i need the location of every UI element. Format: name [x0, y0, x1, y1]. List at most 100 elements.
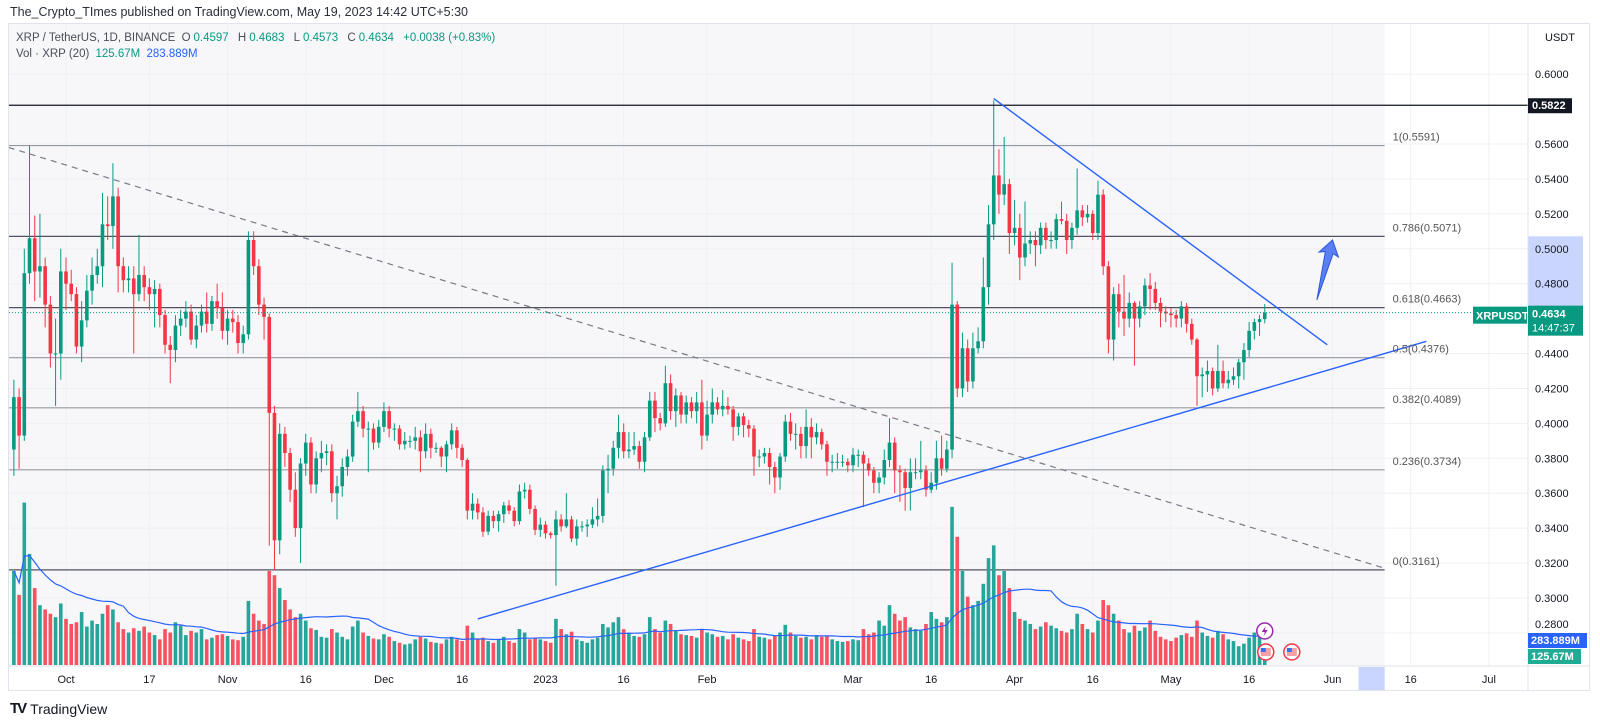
candle-body: [1132, 302, 1137, 319]
volume-bar: [147, 632, 152, 665]
price-axis-tick[interactable]: 0.4400: [1535, 349, 1569, 361]
volume-bar: [142, 626, 146, 665]
price-axis-tick[interactable]: 0.5600: [1535, 139, 1569, 151]
candle-body: [79, 320, 84, 347]
volume-bar: [674, 630, 678, 665]
volume-bar: [939, 622, 944, 665]
candle-body: [595, 515, 600, 520]
time-axis-tick[interactable]: Dec: [374, 674, 394, 686]
candle-body: [408, 440, 412, 442]
high-value: 0.4683: [249, 32, 285, 44]
price-axis-tick[interactable]: 0.3600: [1535, 488, 1569, 500]
price-axis-tick[interactable]: 0.4000: [1535, 418, 1569, 430]
up-arrow-icon[interactable]: [1307, 238, 1342, 303]
close-label: C: [347, 32, 356, 44]
volume-bar: [137, 630, 141, 665]
volume-bar: [340, 636, 345, 665]
time-axis-tick[interactable]: Feb: [698, 674, 717, 686]
candle-body: [1117, 294, 1121, 312]
price-axis-tick[interactable]: 0.4800: [1535, 279, 1569, 291]
price-axis-tick[interactable]: 0.2800: [1535, 619, 1569, 631]
candle-body: [277, 433, 282, 541]
candle-body: [455, 430, 459, 448]
time-axis-tick[interactable]: 17: [143, 674, 155, 686]
candle-body: [340, 467, 345, 487]
price-axis-tick[interactable]: 0.3200: [1535, 558, 1569, 570]
candle-body: [762, 453, 767, 457]
candle-body: [627, 449, 631, 452]
price-axis-tick[interactable]: 0.3400: [1535, 523, 1569, 535]
change-value: +0.0038 (+0.83%): [403, 32, 496, 44]
volume-bar: [851, 639, 855, 665]
candle-body: [324, 451, 329, 454]
candle-body: [152, 288, 157, 295]
time-axis-tick[interactable]: 16: [925, 674, 937, 686]
price-axis-tick[interactable]: 0.4200: [1535, 383, 1569, 395]
time-axis-tick[interactable]: Apr: [1006, 674, 1023, 686]
trend-line[interactable]: [477, 340, 1427, 620]
candle-body: [705, 414, 709, 436]
volume-bar: [429, 641, 433, 665]
symbol-title[interactable]: XRP / TetherUS, 1D, BINANCE: [16, 32, 176, 44]
volume-bar: [491, 642, 496, 665]
time-axis-tick[interactable]: Nov: [218, 674, 238, 686]
candle-body: [241, 334, 246, 344]
time-axis-tick[interactable]: 16: [1087, 674, 1099, 686]
trend-line[interactable]: [993, 98, 1328, 346]
time-axis-tick[interactable]: 16: [300, 674, 312, 686]
volume-bar: [43, 609, 47, 665]
tradingview-brand[interactable]: TradingView: [30, 700, 108, 717]
candle-body: [1236, 362, 1241, 377]
time-axis-tick[interactable]: 16: [1243, 674, 1255, 686]
volume-bar: [1064, 632, 1069, 665]
candle-body: [53, 353, 58, 355]
volume-bar: [903, 617, 907, 665]
volume-bar: [1059, 630, 1064, 665]
time-axis-tick[interactable]: Mar: [844, 674, 863, 686]
volume-bar: [215, 635, 219, 665]
flag-canton: [1286, 648, 1292, 652]
volume-bar: [293, 617, 298, 665]
candle-body: [611, 447, 616, 469]
fib-level-label: 1(0.5591): [1393, 132, 1440, 144]
volume-bar: [387, 636, 391, 665]
volume-bar: [559, 629, 563, 665]
volume-bar: [887, 605, 892, 665]
volume-value: 125.67M: [95, 48, 141, 60]
price-axis-tick[interactable]: 0.3000: [1535, 593, 1569, 605]
price-axis-tick[interactable]: 0.5200: [1535, 209, 1569, 221]
candle-body: [22, 273, 27, 436]
price-axis-tick[interactable]: 0.6000: [1535, 69, 1569, 81]
candle-body: [918, 470, 923, 473]
candle-body: [1221, 370, 1225, 384]
time-axis-tick[interactable]: 16: [456, 674, 468, 686]
volume-bar: [700, 629, 704, 665]
dashed-trend-line[interactable]: [9, 146, 1385, 569]
time-axis-tick[interactable]: Oct: [57, 674, 74, 686]
volume-bar: [533, 638, 537, 665]
volume-bar: [543, 641, 548, 665]
candle-body: [1106, 266, 1111, 340]
time-axis-tick[interactable]: Jun: [1324, 674, 1342, 686]
volume-bar: [1242, 643, 1246, 665]
volume-title[interactable]: Vol · XRP (20): [16, 48, 90, 60]
candle-body: [1127, 302, 1132, 319]
price-axis-tick[interactable]: 0.3800: [1535, 453, 1569, 465]
volume-bar: [908, 627, 913, 665]
price-axis-tick[interactable]: 0.5400: [1535, 174, 1569, 186]
candle-body: [413, 437, 418, 441]
time-axis-tick[interactable]: May: [1161, 674, 1182, 686]
volume-bar: [1236, 646, 1241, 665]
volume-bar: [627, 632, 631, 665]
price-axis-tick[interactable]: 0.5000: [1535, 244, 1569, 256]
candle-body: [298, 463, 303, 529]
candle-body: [204, 311, 209, 324]
time-axis-tick[interactable]: Jul: [1482, 674, 1496, 686]
time-axis-tick[interactable]: 16: [618, 674, 630, 686]
low-label: L: [293, 32, 301, 44]
time-axis-tick[interactable]: 16: [1405, 674, 1417, 686]
volume-bar: [1122, 629, 1126, 665]
time-axis-tick[interactable]: 2023: [533, 674, 557, 686]
candle-body: [512, 510, 517, 522]
